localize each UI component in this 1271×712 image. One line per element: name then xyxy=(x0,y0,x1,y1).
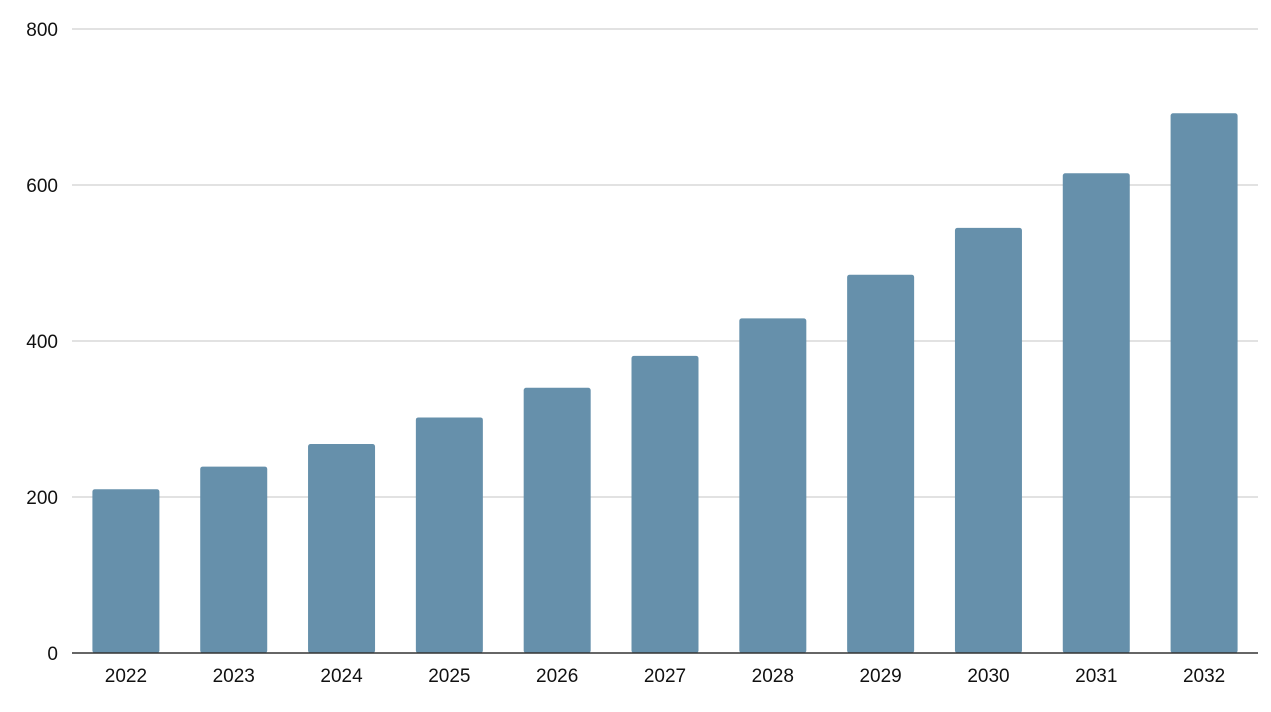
bar-2029 xyxy=(847,274,915,653)
bar-2025 xyxy=(415,417,483,653)
y-axis-ticks: 0 200 400 600 800 xyxy=(26,20,58,665)
bar-2031 xyxy=(1062,173,1130,654)
x-tick-label: 2026 xyxy=(536,666,578,687)
bars xyxy=(92,113,1238,654)
x-tick-label: 2030 xyxy=(967,666,1009,687)
y-tick-label: 0 xyxy=(47,644,58,665)
bar-2023 xyxy=(200,466,268,653)
y-tick-label: 800 xyxy=(26,20,58,41)
bar-2030 xyxy=(954,227,1022,653)
x-tick-label: 2025 xyxy=(428,666,470,687)
x-tick-label: 2024 xyxy=(320,666,363,687)
bar-2022 xyxy=(92,489,160,653)
x-tick-label: 2029 xyxy=(859,666,901,687)
y-tick-label: 400 xyxy=(26,332,58,353)
x-tick-label: 2031 xyxy=(1075,666,1117,687)
x-tick-label: 2023 xyxy=(213,666,255,687)
x-tick-label: 2028 xyxy=(752,666,794,687)
bar-2028 xyxy=(739,318,807,653)
bar-2027 xyxy=(631,355,699,653)
x-tick-label: 2022 xyxy=(105,666,147,687)
y-tick-label: 200 xyxy=(26,488,58,509)
y-tick-label: 600 xyxy=(26,176,58,197)
bar-2032 xyxy=(1170,113,1238,654)
x-tick-label: 2032 xyxy=(1183,666,1225,687)
bar-2024 xyxy=(308,443,376,653)
bar-2026 xyxy=(523,387,591,653)
x-tick-label: 2027 xyxy=(644,666,686,687)
x-axis-ticks: 2022 2023 2024 2025 2026 2027 2028 2029 2030 2031… xyxy=(105,666,1225,687)
